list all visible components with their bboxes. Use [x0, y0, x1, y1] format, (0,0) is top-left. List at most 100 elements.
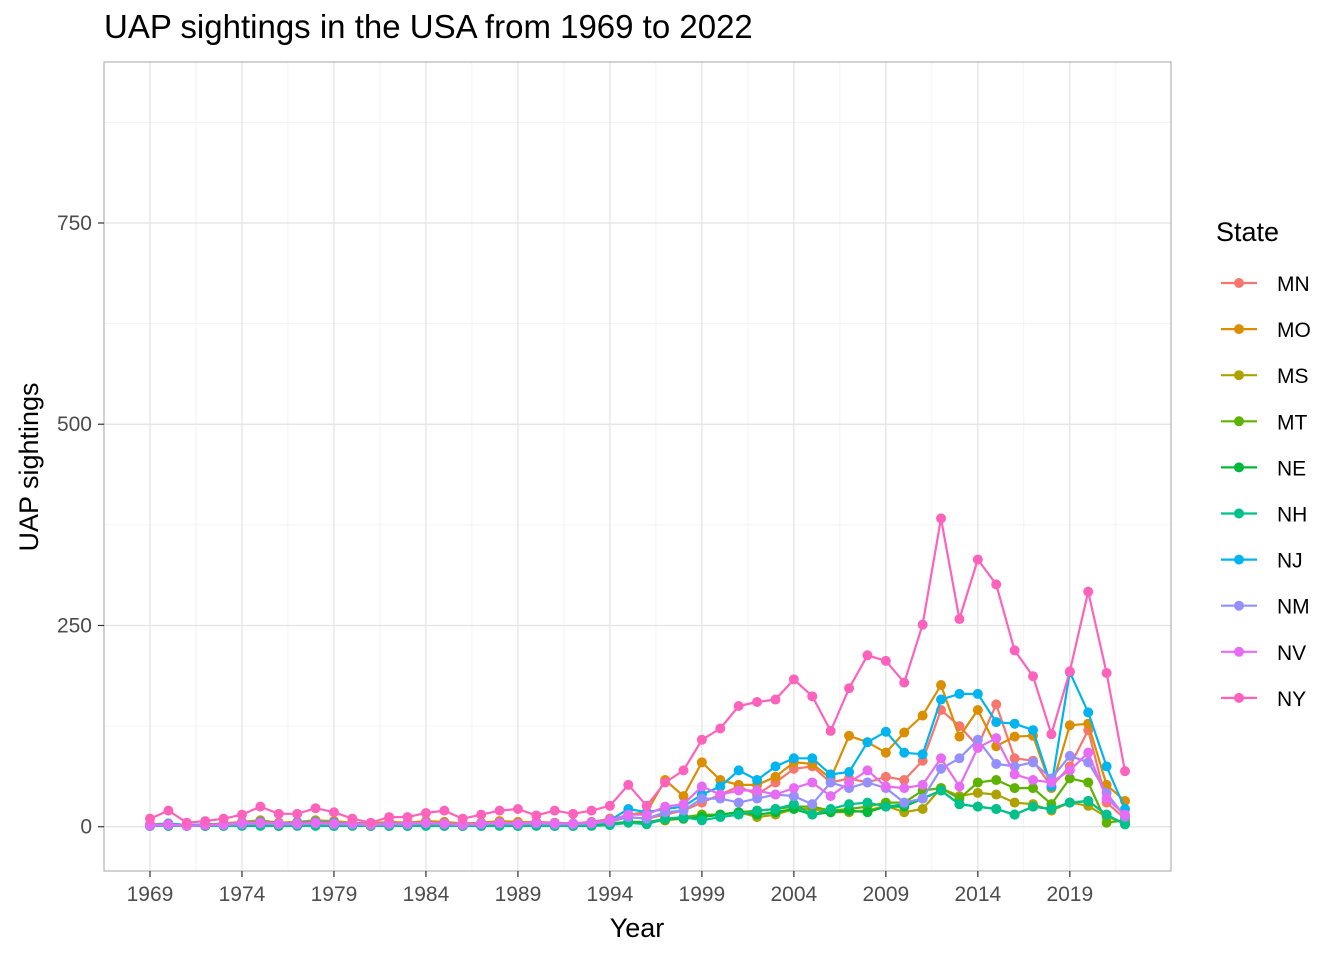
legend-label: NM — [1277, 596, 1310, 619]
data-point — [862, 737, 873, 748]
data-point — [292, 808, 303, 819]
data-point — [715, 812, 726, 823]
data-point — [1083, 586, 1094, 597]
grid-major — [104, 62, 1171, 871]
legend-key-point — [1234, 646, 1244, 657]
legend-label: NV — [1277, 642, 1306, 665]
data-point — [1009, 809, 1020, 820]
data-point — [825, 804, 836, 815]
data-point — [604, 815, 615, 826]
x-tick-label: 1974 — [219, 883, 266, 906]
data-point — [788, 791, 799, 802]
x-tick-label: 1979 — [311, 883, 358, 906]
data-point — [917, 710, 928, 721]
data-point — [880, 726, 891, 737]
legend-label: MN — [1277, 273, 1310, 296]
data-point — [770, 694, 781, 705]
axis-ticks — [98, 222, 1071, 877]
data-point — [917, 619, 928, 630]
data-point — [752, 696, 763, 707]
data-point — [310, 803, 321, 814]
data-point — [1009, 797, 1020, 808]
data-point — [991, 775, 1002, 786]
data-point — [807, 799, 818, 810]
data-point — [954, 781, 965, 792]
legend-label: NY — [1277, 688, 1306, 711]
x-tick-label: 2004 — [771, 883, 818, 906]
data-point — [991, 804, 1002, 815]
data-point — [991, 758, 1002, 769]
data-point — [752, 775, 763, 786]
data-point — [752, 785, 763, 796]
data-point — [715, 723, 726, 734]
legend-key-point — [1234, 600, 1244, 611]
x-axis-title: Year — [610, 913, 665, 943]
data-point — [218, 813, 229, 824]
data-point — [1083, 747, 1094, 758]
data-point — [292, 818, 303, 829]
legend-key-point — [1234, 278, 1244, 288]
y-tick-label: 500 — [57, 413, 92, 436]
data-point — [1046, 729, 1057, 740]
legend-label: NJ — [1277, 550, 1303, 573]
data-point — [660, 777, 671, 788]
data-point — [715, 781, 726, 792]
data-point — [880, 801, 891, 812]
data-point — [384, 812, 395, 823]
data-point — [200, 816, 211, 827]
data-point — [586, 817, 597, 828]
data-point — [1120, 809, 1131, 820]
data-point — [476, 818, 487, 829]
series-nv — [144, 733, 1131, 831]
data-point — [954, 688, 965, 699]
data-point — [770, 789, 781, 800]
data-point — [825, 791, 836, 802]
data-point — [972, 777, 983, 788]
data-point — [439, 818, 450, 829]
data-point — [862, 777, 873, 788]
data-point — [954, 731, 965, 742]
data-point — [991, 699, 1002, 710]
grid-minor — [104, 62, 1171, 871]
data-point — [1009, 783, 1020, 794]
data-point — [752, 793, 763, 804]
legend-item-nh: NH — [1221, 504, 1307, 527]
data-point — [991, 717, 1002, 728]
y-axis-title: UAP sightings — [14, 382, 44, 551]
data-point — [917, 749, 928, 760]
data-point — [844, 683, 855, 694]
data-point — [1046, 777, 1057, 788]
legend-label: NH — [1277, 504, 1307, 527]
data-point — [807, 691, 818, 702]
data-point — [899, 677, 910, 688]
data-point — [163, 819, 174, 830]
data-point — [972, 688, 983, 699]
data-point — [1120, 766, 1131, 777]
data-point — [972, 705, 983, 716]
x-tick-label: 2014 — [954, 883, 1001, 906]
x-tick-label: 1969 — [127, 883, 174, 906]
data-point — [273, 818, 284, 829]
y-tick-label: 750 — [57, 212, 92, 235]
data-point — [807, 753, 818, 764]
data-point — [936, 513, 947, 524]
data-point — [807, 809, 818, 820]
data-point — [880, 781, 891, 792]
data-point — [862, 765, 873, 776]
data-point — [880, 747, 891, 758]
data-point — [1101, 809, 1112, 820]
data-point — [770, 804, 781, 815]
data-point — [457, 813, 468, 824]
data-point — [1028, 671, 1039, 682]
legend-title: State — [1216, 217, 1279, 247]
legend-label: MS — [1277, 365, 1309, 388]
x-tick-labels: 1969 1974 1979 1984 1989 1994 1999 2004 2009 2014… — [127, 883, 1094, 906]
data-point — [862, 807, 873, 818]
legend-label: MT — [1277, 411, 1307, 434]
data-point — [825, 777, 836, 788]
data-point — [1046, 804, 1057, 815]
data-point — [844, 730, 855, 741]
legend-label: NE — [1277, 457, 1306, 480]
data-point — [255, 817, 266, 828]
data-point — [972, 742, 983, 753]
